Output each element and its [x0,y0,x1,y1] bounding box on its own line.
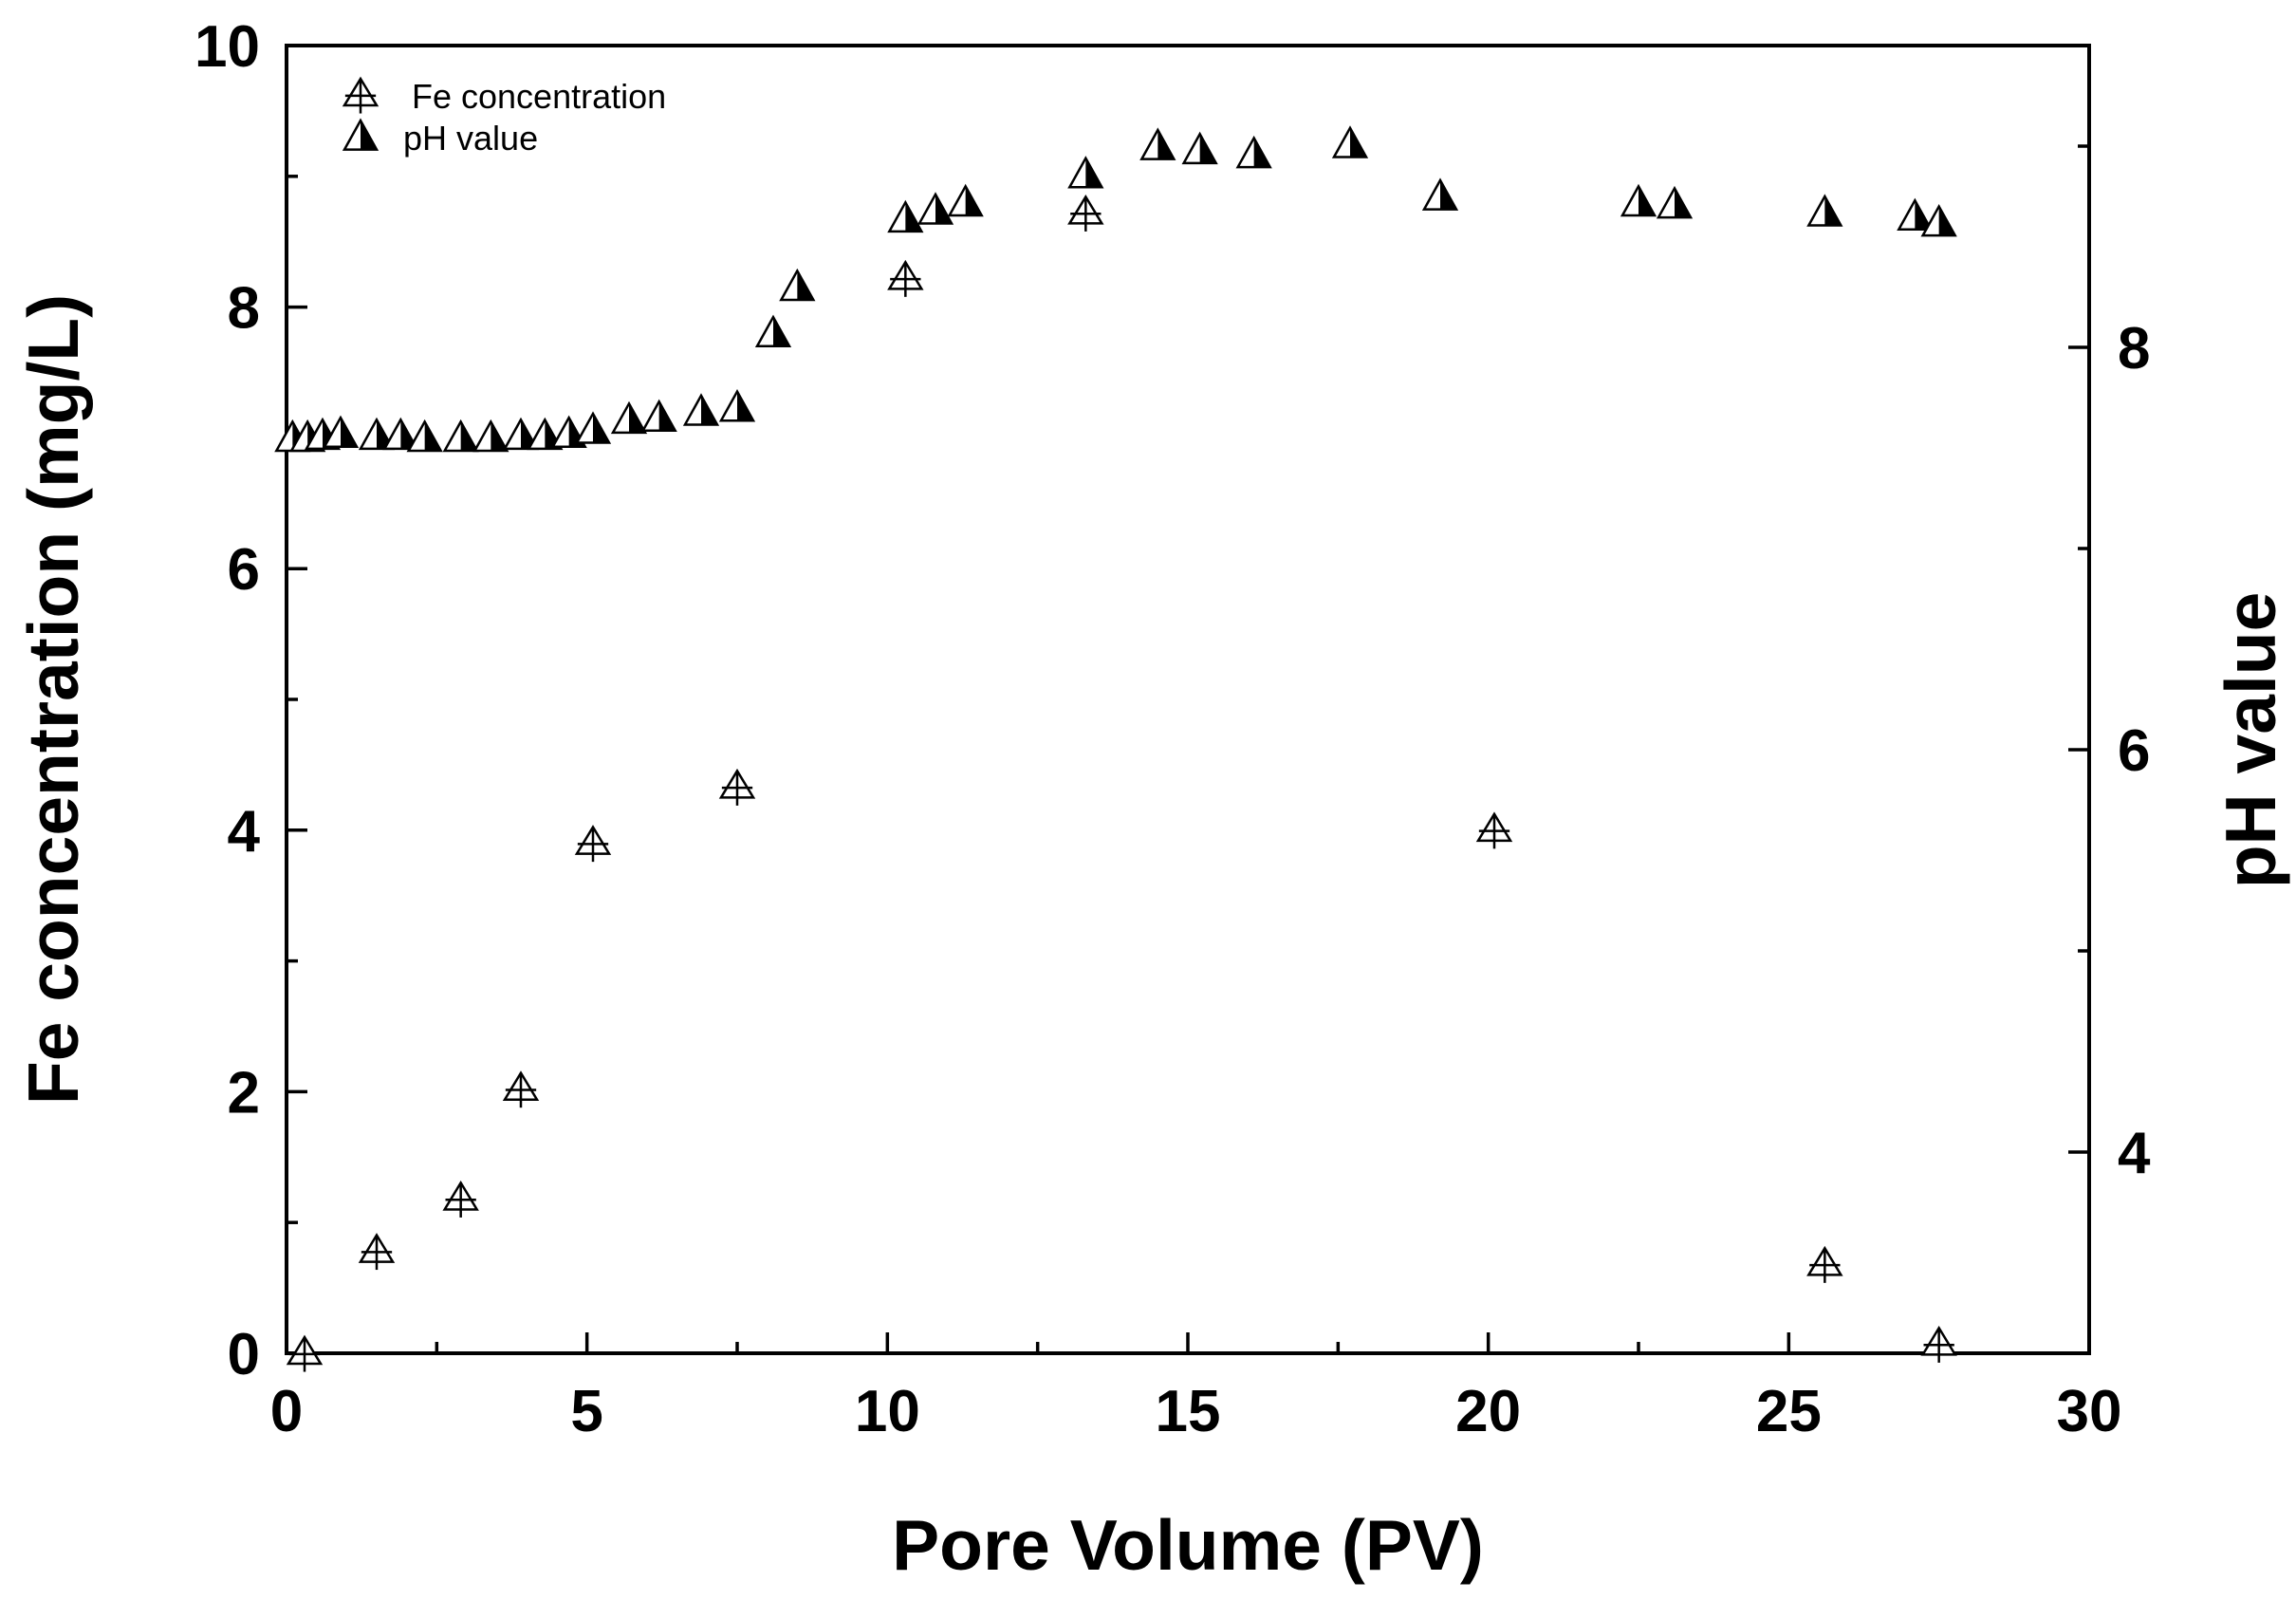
y-tick-label: 0 [228,1322,260,1387]
y2-tick-label: 6 [2118,718,2150,784]
y2-tick-label: 4 [2118,1121,2151,1186]
ph-point [1920,203,1957,237]
ph-point [640,399,677,433]
ph-point [1235,135,1272,169]
ph-point [1331,125,1369,158]
fe-point [286,1334,324,1372]
ph-point [1806,194,1843,227]
series-ph-value [274,125,1957,453]
legend: Fe concentration pH value [342,76,666,158]
data-marks [274,125,1957,1372]
y-tick-label: 8 [228,276,260,342]
x-tick-label: 20 [1455,1379,1521,1444]
axis-ticks [285,44,2091,1355]
x-tick-label: 0 [270,1379,303,1444]
legend-label-fe: Fe concentration [412,77,666,116]
y-tick-label: 4 [228,799,261,865]
ph-point [442,419,479,453]
fe-point [502,1070,540,1108]
y-axis-title: Fe concentration (mg/L) [13,294,93,1105]
axis-tick-labels: 0 5 10 15 20 25 30 0 2 4 6 8 10 4 6 8 [194,14,2151,1444]
ph-point [1181,131,1218,165]
fe-point [1475,811,1513,849]
ph-point [754,314,792,348]
ph-point [342,118,380,151]
fe-point [887,259,924,297]
ph-point [718,389,756,422]
fe-point [1806,1245,1843,1283]
fe-point [1067,194,1104,232]
x-tick-label: 5 [570,1379,602,1444]
ph-point [1139,127,1176,160]
ph-point [1067,156,1104,189]
fe-point [574,825,612,863]
ph-point [917,192,954,225]
fe-point [358,1233,396,1271]
fe-point [442,1180,479,1218]
ph-point [779,268,816,302]
legend-label-ph: pH value [403,119,538,158]
plot-frame [285,44,2091,1355]
x-tick-label: 10 [855,1379,920,1444]
ph-point [947,183,984,217]
y2-tick-label: 8 [2118,316,2150,381]
ph-point [1620,183,1657,217]
x-tick-label: 15 [1156,1379,1221,1444]
fe-point [718,768,756,806]
y-tick-label: 10 [194,14,260,80]
ph-point [1656,185,1694,219]
y-tick-label: 2 [228,1060,260,1126]
x-tick-label: 30 [2057,1379,2122,1444]
legend-marker-fe [342,76,380,114]
ph-point [610,400,648,435]
ph-point [1421,177,1459,211]
ph-point [682,393,720,426]
ph-point [472,419,509,453]
x-tick-label: 25 [1756,1379,1822,1444]
ph-point [406,419,443,453]
y-tick-label: 6 [228,537,260,603]
ph-point [574,411,612,444]
legend-marker-ph [342,118,380,151]
x-axis-title: Pore Volume (PV) [892,1505,1484,1585]
series-fe-concentration [286,194,1957,1372]
fe-point [342,76,380,114]
ph-point [322,415,360,449]
ph-point [887,199,924,233]
ph-point [1897,197,1934,232]
y2-axis-title: pH value [2211,592,2290,889]
fe-point [1920,1325,1957,1363]
